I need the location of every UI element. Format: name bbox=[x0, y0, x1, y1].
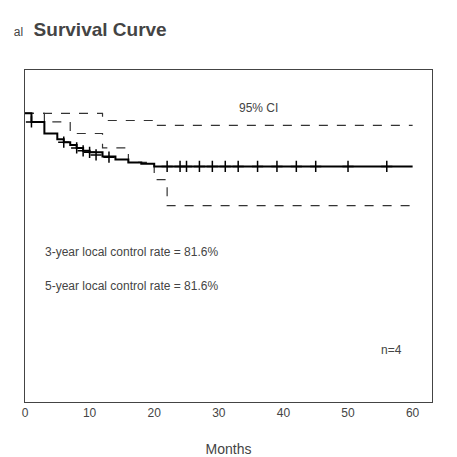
svg-text:n=4: n=4 bbox=[381, 343, 402, 357]
svg-text:al Survival Curve: al Survival Curve bbox=[14, 19, 167, 40]
svg-text:3-year local control rate = 81: 3-year local control rate = 81.6% bbox=[45, 245, 218, 259]
svg-text:95% CI: 95% CI bbox=[239, 101, 278, 115]
svg-text:10: 10 bbox=[83, 406, 97, 420]
svg-text:0: 0 bbox=[22, 406, 29, 420]
svg-text:50: 50 bbox=[341, 406, 355, 420]
svg-text:40: 40 bbox=[277, 406, 291, 420]
svg-text:20: 20 bbox=[148, 406, 162, 420]
svg-text:60: 60 bbox=[406, 406, 420, 420]
svg-text:Months: Months bbox=[206, 441, 252, 457]
svg-text:5-year local control rate = 81: 5-year local control rate = 81.6% bbox=[45, 279, 218, 293]
svg-text:30: 30 bbox=[212, 406, 226, 420]
